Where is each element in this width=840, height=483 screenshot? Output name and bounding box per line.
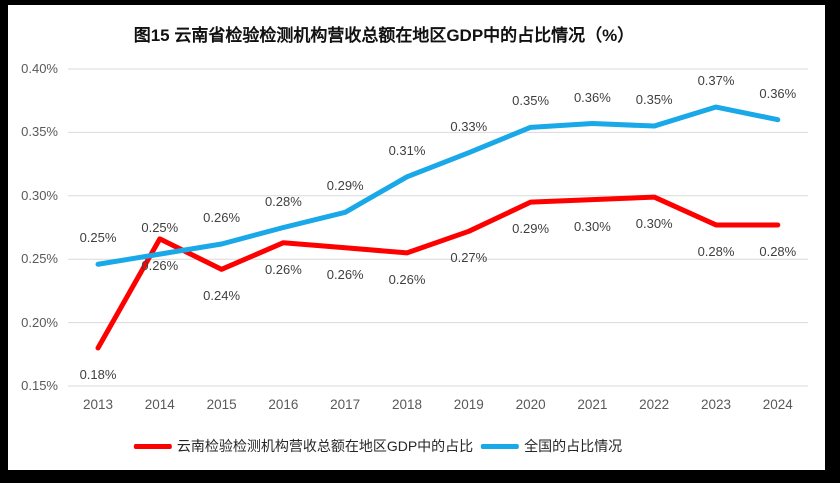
chart-title: 图15 云南省检验检测机构营收总额在地区GDP中的占比情况（%） [133, 26, 635, 45]
x-axis-tick: 2024 [762, 397, 793, 412]
x-axis-tick: 2015 [206, 397, 237, 412]
data-label: 0.26% [141, 257, 179, 273]
x-axis-tick: 2017 [330, 397, 361, 412]
data-label: 0.30% [635, 216, 673, 232]
x-axis-tick: 2018 [391, 397, 423, 412]
x-axis-tick: 2019 [453, 397, 484, 412]
data-label: 0.30% [573, 218, 611, 234]
y-axis-tick: 0.40% [21, 61, 58, 76]
data-label: 0.24% [203, 288, 241, 304]
y-axis-tick: 0.35% [21, 124, 58, 140]
data-label: 0.25% [141, 220, 179, 236]
data-label: 0.28% [697, 243, 735, 259]
data-label: 0.29% [326, 178, 364, 194]
data-label: 0.26% [326, 266, 364, 282]
legend: 云南检验检测机构营收总额在地区GDP中的占比 全国的占比情况 [133, 436, 623, 456]
y-axis-tick: 0.15% [21, 378, 58, 393]
data-label: 0.28% [759, 243, 797, 259]
data-label: 0.35% [635, 92, 673, 108]
x-axis-tick: 2014 [144, 397, 175, 412]
series-line-national [95, 104, 781, 267]
data-label: 0.26% [203, 209, 241, 225]
y-axis-tick: 0.25% [21, 251, 58, 267]
data-label: 0.33% [450, 118, 488, 134]
data-label: 0.26% [264, 261, 302, 277]
y-axis-tick: 0.30% [21, 187, 58, 203]
data-label: 0.29% [512, 221, 550, 237]
x-axis-tick: 2013 [82, 397, 114, 412]
chart-canvas: 图15 云南省检验检测机构营收总额在地区GDP中的占比情况（%） [8, 5, 825, 470]
data-label: 0.25% [79, 230, 117, 246]
x-axis-tick: 2016 [268, 397, 299, 412]
data-label: 0.26% [388, 271, 426, 287]
x-axis-tick: 2022 [639, 397, 670, 412]
data-label: 0.36% [573, 89, 611, 105]
legend-label-yunnan: 云南检验检测机构营收总额在地区GDP中的占比 [176, 438, 474, 454]
series-line-yunnan [95, 194, 781, 351]
x-axis-tick: 2023 [700, 397, 732, 412]
data-label: 0.36% [759, 85, 797, 101]
legend-label-national: 全国的占比情况 [524, 438, 623, 454]
legend-swatch-yunnan [133, 443, 172, 449]
data-label: 0.18% [79, 366, 117, 382]
data-label: 0.28% [264, 193, 302, 209]
x-axis-tick: 2021 [577, 397, 608, 412]
data-label: 0.31% [388, 142, 426, 158]
data-label: 0.37% [697, 73, 735, 89]
legend-swatch-national [481, 443, 520, 449]
x-axis-tick: 2020 [515, 397, 546, 412]
data-label: 0.35% [512, 93, 550, 109]
y-axis-tick: 0.20% [21, 314, 58, 330]
data-label: 0.27% [450, 250, 488, 266]
